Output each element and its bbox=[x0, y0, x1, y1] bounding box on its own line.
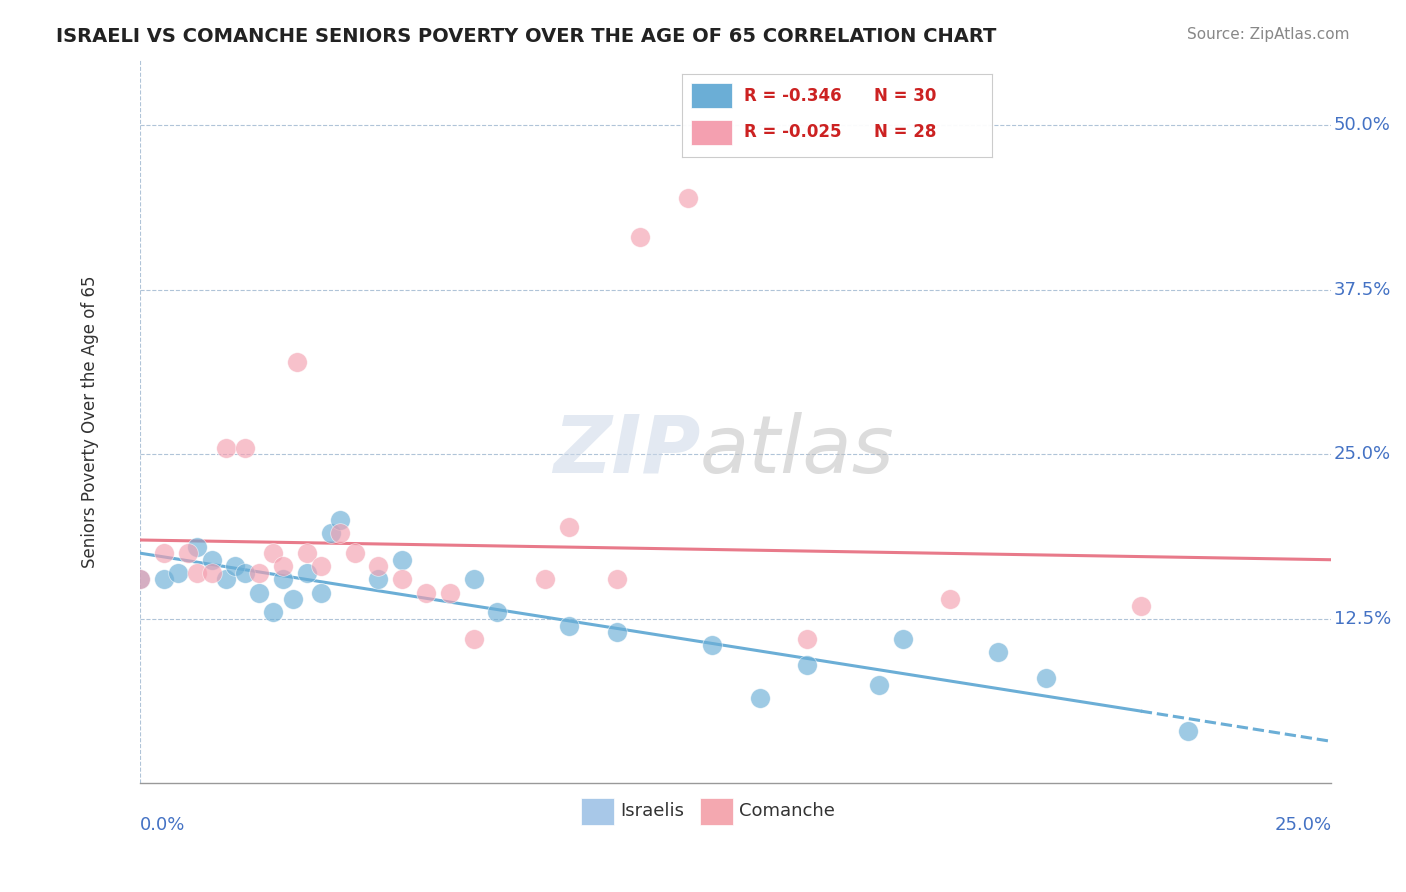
Point bbox=[558, 618, 581, 632]
Point bbox=[606, 573, 628, 587]
Text: ZIP: ZIP bbox=[553, 411, 700, 490]
Point bbox=[200, 553, 222, 567]
Point bbox=[186, 540, 208, 554]
Point bbox=[329, 526, 352, 541]
Point bbox=[987, 645, 1010, 659]
Point bbox=[868, 678, 890, 692]
Point bbox=[247, 585, 270, 599]
Point bbox=[309, 559, 332, 574]
Text: Comanche: Comanche bbox=[740, 802, 835, 820]
Point bbox=[391, 553, 413, 567]
Point bbox=[271, 559, 294, 574]
FancyBboxPatch shape bbox=[700, 798, 734, 825]
Point bbox=[271, 573, 294, 587]
Point bbox=[463, 573, 485, 587]
Point bbox=[263, 546, 285, 560]
Point bbox=[233, 441, 256, 455]
Point bbox=[343, 546, 366, 560]
Point bbox=[215, 573, 238, 587]
Point bbox=[391, 573, 413, 587]
Point bbox=[281, 592, 304, 607]
Point bbox=[309, 585, 332, 599]
Text: 0.0%: 0.0% bbox=[141, 816, 186, 834]
Point bbox=[247, 566, 270, 580]
Point bbox=[224, 559, 246, 574]
Text: 37.5%: 37.5% bbox=[1334, 281, 1391, 299]
Point bbox=[676, 191, 699, 205]
Point bbox=[233, 566, 256, 580]
Point bbox=[329, 513, 352, 527]
Point bbox=[486, 606, 509, 620]
Point bbox=[200, 566, 222, 580]
Point bbox=[285, 355, 308, 369]
Point bbox=[153, 573, 176, 587]
Point bbox=[319, 526, 342, 541]
Text: 25.0%: 25.0% bbox=[1334, 445, 1391, 464]
Point bbox=[1177, 723, 1199, 738]
Point bbox=[167, 566, 190, 580]
FancyBboxPatch shape bbox=[581, 798, 614, 825]
Point bbox=[367, 573, 389, 587]
Point bbox=[630, 230, 652, 244]
Point bbox=[939, 592, 962, 607]
Text: 25.0%: 25.0% bbox=[1274, 816, 1331, 834]
Point bbox=[748, 690, 770, 705]
Point bbox=[439, 585, 461, 599]
Point bbox=[295, 546, 318, 560]
Point bbox=[186, 566, 208, 580]
Point bbox=[796, 658, 818, 673]
Point bbox=[129, 573, 152, 587]
Text: 50.0%: 50.0% bbox=[1334, 117, 1391, 135]
Point bbox=[534, 573, 557, 587]
Point bbox=[463, 632, 485, 646]
Point bbox=[367, 559, 389, 574]
Text: Seniors Poverty Over the Age of 65: Seniors Poverty Over the Age of 65 bbox=[82, 276, 98, 568]
Point bbox=[215, 441, 238, 455]
Point bbox=[891, 632, 914, 646]
Text: Source: ZipAtlas.com: Source: ZipAtlas.com bbox=[1187, 27, 1350, 42]
Point bbox=[263, 606, 285, 620]
Point bbox=[606, 625, 628, 640]
Text: Israelis: Israelis bbox=[620, 802, 685, 820]
Text: atlas: atlas bbox=[700, 411, 894, 490]
Point bbox=[1129, 599, 1152, 613]
Point bbox=[153, 546, 176, 560]
Point bbox=[415, 585, 437, 599]
Text: ISRAELI VS COMANCHE SENIORS POVERTY OVER THE AGE OF 65 CORRELATION CHART: ISRAELI VS COMANCHE SENIORS POVERTY OVER… bbox=[56, 27, 997, 45]
Point bbox=[796, 632, 818, 646]
Point bbox=[295, 566, 318, 580]
Text: 12.5%: 12.5% bbox=[1334, 610, 1391, 628]
Point bbox=[129, 573, 152, 587]
Point bbox=[700, 638, 723, 652]
Point bbox=[558, 520, 581, 534]
Point bbox=[177, 546, 200, 560]
Point bbox=[1035, 671, 1057, 685]
